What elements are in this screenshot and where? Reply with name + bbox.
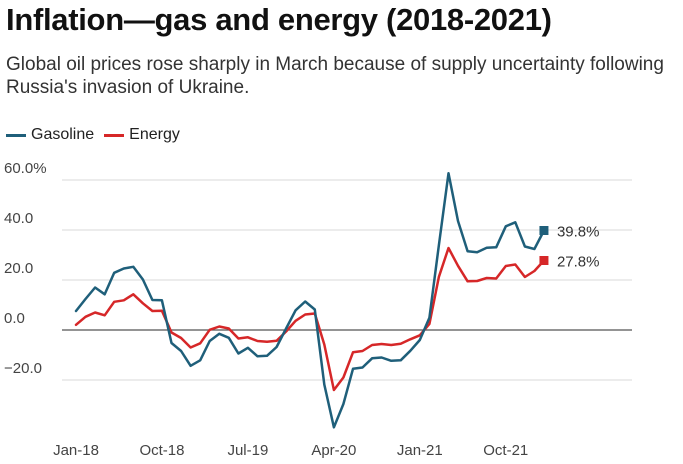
- legend-label-energy: Energy: [129, 126, 180, 143]
- x-tick-label: Jul-19: [227, 442, 268, 459]
- y-tick-label: −20.0: [4, 360, 42, 377]
- end-marker-gasoline: [539, 226, 549, 235]
- y-tick-label: 20.0: [4, 260, 33, 277]
- chart-legend: Gasoline Energy: [6, 126, 190, 144]
- legend-item-gasoline: Gasoline: [6, 126, 94, 144]
- series-line-gasoline: [74, 172, 546, 429]
- x-tick-label: Apr-20: [311, 442, 356, 459]
- y-tick-label: 40.0: [4, 210, 33, 227]
- x-tick-label: Oct-18: [139, 442, 184, 459]
- x-tick-label: Jan-18: [53, 442, 99, 459]
- legend-label-gasoline: Gasoline: [31, 126, 95, 143]
- end-label-energy: 27.8%: [557, 254, 600, 271]
- x-tick-label: Jan-21: [397, 442, 443, 459]
- y-tick-label: 0.0: [4, 310, 25, 327]
- chart-title: Inflation—gas and energy (2018-2021): [6, 2, 552, 37]
- x-tick-label: Oct-21: [483, 442, 528, 459]
- legend-item-energy: Energy: [104, 126, 180, 144]
- y-tick-label: 60.0%: [4, 160, 47, 177]
- end-marker-energy: [539, 256, 549, 265]
- legend-swatch-energy: [104, 133, 125, 137]
- chart-subtitle: Global oil prices rose sharply in March …: [6, 54, 664, 98]
- legend-swatch-gasoline: [6, 133, 26, 137]
- series-line-energy: [74, 246, 546, 392]
- end-label-gasoline: 39.8%: [557, 224, 600, 241]
